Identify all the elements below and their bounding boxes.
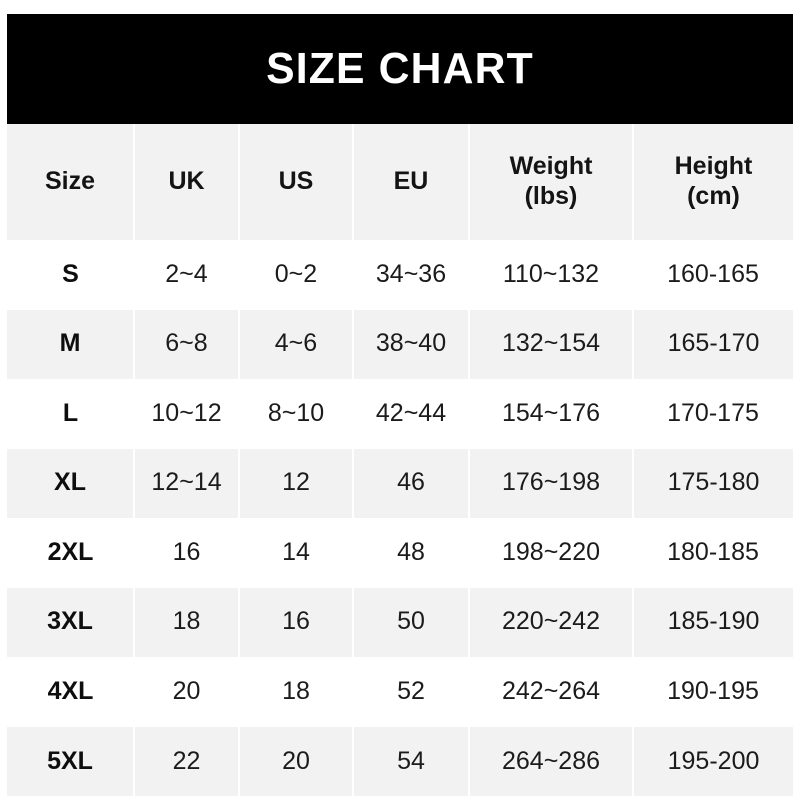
cell-size: 4XL <box>7 656 134 727</box>
cell-weight: 242~264 <box>469 656 633 727</box>
table-row: M 6~8 4~6 38~40 132~154 165-170 <box>7 309 793 379</box>
cell-height: 180-185 <box>633 517 793 588</box>
cell-size: 5XL <box>7 726 135 796</box>
cell-height: 185-190 <box>632 587 793 657</box>
cell-us: 18 <box>239 656 353 727</box>
cell-height: 195-200 <box>632 726 793 796</box>
cell-height: 160-165 <box>633 239 793 310</box>
cell-weight: 132~154 <box>468 309 634 379</box>
cell-us: 14 <box>239 517 353 588</box>
cell-uk: 20 <box>134 656 239 727</box>
table-body: S 2~4 0~2 34~36 110~132 160-165 M 6~8 4~6 38~40 13… <box>7 239 793 796</box>
column-header-label: US <box>278 167 314 195</box>
cell-uk: 22 <box>133 726 240 796</box>
cell-eu: 48 <box>353 517 469 588</box>
column-header-us: US <box>238 124 354 240</box>
cell-weight: 154~176 <box>469 378 633 449</box>
cell-size: XL <box>7 448 135 518</box>
cell-uk: 2~4 <box>134 239 239 310</box>
table-row: 4XL 20 18 52 242~264 190-195 <box>7 656 793 727</box>
table-row: S 2~4 0~2 34~36 110~132 160-165 <box>7 239 793 310</box>
column-header-height: Height (cm) <box>632 124 793 240</box>
table-row: 2XL 16 14 48 198~220 180-185 <box>7 517 793 588</box>
table-row: XL 12~14 12 46 176~198 175-180 <box>7 448 793 518</box>
cell-height: 190-195 <box>633 656 793 727</box>
column-header-label: Size <box>44 167 96 195</box>
cell-us: 4~6 <box>238 309 354 379</box>
column-header-size: Size <box>7 124 135 240</box>
column-header-unit: (lbs) <box>524 181 578 210</box>
column-header-label: Height <box>674 152 753 181</box>
page-title: SIZE CHART <box>266 44 534 93</box>
cell-uk: 16 <box>134 517 239 588</box>
cell-eu: 46 <box>352 448 470 518</box>
cell-size: S <box>7 239 134 310</box>
cell-us: 0~2 <box>239 239 353 310</box>
cell-weight: 176~198 <box>468 448 634 518</box>
size-table-container: Size UK US EU Weight (lbs) Height (cm) S 2~4 0~2 3… <box>7 124 793 800</box>
cell-eu: 52 <box>353 656 469 727</box>
cell-uk: 6~8 <box>133 309 240 379</box>
cell-size: L <box>7 378 134 449</box>
cell-eu: 42~44 <box>353 378 469 449</box>
cell-eu: 50 <box>352 587 470 657</box>
cell-weight: 198~220 <box>469 517 633 588</box>
title-banner: SIZE CHART <box>7 14 793 124</box>
cell-us: 8~10 <box>239 378 353 449</box>
cell-uk: 12~14 <box>133 448 240 518</box>
column-header-label: UK <box>168 167 205 195</box>
column-header-eu: EU <box>352 124 470 240</box>
cell-size: 2XL <box>7 517 134 588</box>
table-row: L 10~12 8~10 42~44 154~176 170-175 <box>7 378 793 449</box>
cell-size: 3XL <box>7 587 135 657</box>
cell-us: 12 <box>238 448 354 518</box>
table-header-row: Size UK US EU Weight (lbs) Height (cm) <box>7 124 793 240</box>
table-header: Size UK US EU Weight (lbs) Height (cm) <box>7 124 793 240</box>
cell-uk: 10~12 <box>134 378 239 449</box>
column-header-label: Weight <box>509 152 593 181</box>
cell-eu: 38~40 <box>352 309 470 379</box>
cell-us: 20 <box>238 726 354 796</box>
cell-weight: 220~242 <box>468 587 634 657</box>
cell-height: 175-180 <box>632 448 793 518</box>
cell-us: 16 <box>238 587 354 657</box>
column-header-unit: (cm) <box>687 181 740 210</box>
table-row: 3XL 18 16 50 220~242 185-190 <box>7 587 793 657</box>
cell-height: 170-175 <box>633 378 793 449</box>
column-header-uk: UK <box>133 124 240 240</box>
cell-size: M <box>7 309 135 379</box>
size-table: Size UK US EU Weight (lbs) Height (cm) S 2~4 0~2 3… <box>7 124 793 796</box>
column-header-weight: Weight (lbs) <box>468 124 634 240</box>
cell-height: 165-170 <box>632 309 793 379</box>
cell-weight: 264~286 <box>468 726 634 796</box>
cell-uk: 18 <box>133 587 240 657</box>
column-header-label: EU <box>393 167 429 195</box>
cell-eu: 34~36 <box>353 239 469 310</box>
cell-weight: 110~132 <box>469 239 633 310</box>
table-row: 5XL 22 20 54 264~286 195-200 <box>7 726 793 796</box>
cell-eu: 54 <box>352 726 470 796</box>
